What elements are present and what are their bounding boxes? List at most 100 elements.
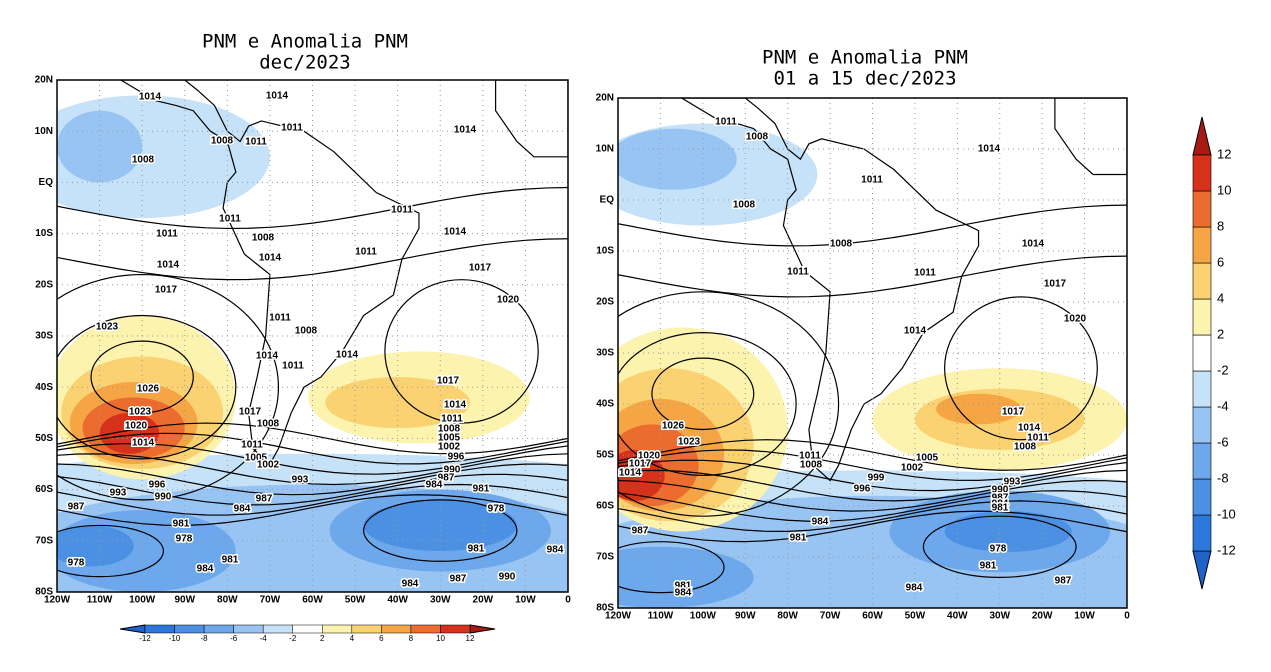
contour-label: 1014 — [619, 468, 642, 479]
isobar — [57, 494, 568, 527]
colorbar-box — [262, 624, 293, 634]
contour-label: 1014 — [978, 144, 1001, 155]
map-panel — [57, 80, 568, 592]
isobar — [618, 449, 1127, 481]
lat-tick-label: 10N — [596, 144, 614, 155]
contour-label: 1002 — [257, 460, 280, 471]
colorbar-box — [440, 624, 471, 634]
isobar — [618, 541, 725, 594]
contour-label: 1023 — [129, 407, 152, 418]
lat-tick-label: EQ — [600, 195, 615, 206]
contour-label: 1011 — [861, 175, 883, 186]
contour-label: 1008 — [211, 136, 234, 147]
lat-tick-label: 10S — [35, 228, 53, 239]
isobar — [618, 500, 1127, 532]
colorbar-label: -6 — [1217, 434, 1229, 449]
contour-label: 981 — [992, 503, 1009, 514]
contour-label: 1008 — [257, 419, 280, 430]
colorbar-box — [1192, 262, 1212, 300]
isobar — [618, 510, 1127, 543]
anomaly-shade — [57, 110, 143, 183]
lon-tick-label: 50W — [345, 595, 366, 606]
contour-label: 981 — [222, 555, 239, 566]
isobar — [57, 314, 237, 460]
colorbar-box — [1192, 154, 1212, 192]
contour-label: 987 — [1055, 576, 1072, 587]
contour-label: 984 — [234, 504, 251, 515]
contour-label: 1008 — [438, 424, 461, 435]
map-title: PNM e Anomalia PNM — [762, 47, 968, 69]
lon-tick-label: 70W — [820, 611, 841, 622]
colorbar-box — [322, 624, 353, 634]
colorbar-label: 4 — [350, 634, 355, 643]
colorbar-end — [1192, 550, 1212, 590]
contour-label: 987 — [438, 473, 455, 484]
colorbar-end — [469, 624, 496, 634]
colorbar-label: 12 — [1217, 146, 1231, 161]
contour-label: 978 — [990, 544, 1007, 555]
lat-tick-label: 50S — [596, 450, 614, 461]
contour-label: 990 — [155, 492, 172, 503]
contour-label: 1014 — [904, 326, 927, 337]
contour-label: 993 — [1004, 477, 1021, 488]
isobar — [90, 340, 194, 414]
colorbar-box — [351, 624, 382, 634]
contour-label: 1011 — [355, 247, 377, 258]
contour-label: 978 — [488, 504, 505, 515]
lat-tick-label: 20S — [596, 297, 614, 308]
contour-label: 1011 — [156, 229, 178, 240]
contour-label: 1011 — [282, 361, 304, 372]
contour-label: 1011 — [241, 440, 263, 451]
contour-label: 1014 — [256, 351, 279, 362]
contour-label: 1011 — [914, 268, 936, 279]
map-title: dec/2023 — [259, 52, 351, 74]
colorbar-box — [174, 624, 205, 634]
lat-tick-label: 20S — [35, 279, 53, 290]
lon-tick-label: 10W — [515, 595, 536, 606]
contour-label: 996 — [854, 484, 871, 495]
lat-tick-label: 80S — [35, 587, 53, 598]
contour-label: 984 — [426, 480, 443, 491]
contour-label: 1014 — [1018, 423, 1041, 434]
contour-label: 1014 — [444, 400, 467, 411]
colorbar-label: -12 — [139, 634, 151, 643]
contour-label: 1002 — [901, 463, 924, 474]
contour-label: 1017 — [469, 263, 492, 274]
colorbar-label: -4 — [260, 634, 268, 643]
lon-tick-label: 40W — [387, 595, 408, 606]
isobar — [922, 515, 1077, 579]
lat-tick-label: EQ — [39, 177, 54, 188]
lon-tick-label: 30W — [430, 595, 451, 606]
lat-tick-label: 40S — [596, 399, 614, 410]
contour-label: 1014 — [336, 350, 359, 361]
coastline — [680, 98, 980, 482]
colorbar-box — [1192, 190, 1212, 228]
map-panel — [618, 98, 1127, 608]
contour-label: 1008 — [830, 239, 853, 250]
isobar — [651, 357, 755, 431]
contour-label: 996 — [149, 480, 166, 491]
lat-tick-label: 70S — [596, 552, 614, 563]
contour-label: 987 — [632, 526, 649, 537]
colorbar-label: 12 — [466, 634, 475, 643]
isobar — [57, 453, 568, 486]
anomaly-shade — [618, 128, 737, 190]
lon-tick-label: 0 — [565, 595, 571, 606]
contour-label: 978 — [176, 534, 193, 545]
contour-label: 981 — [790, 533, 807, 544]
contour-label: 1020 — [1064, 314, 1087, 325]
contour-label: 984 — [812, 517, 829, 528]
lon-tick-label: 20W — [1032, 611, 1053, 622]
lon-tick-label: 50W — [905, 611, 926, 622]
contour-label: 1005 — [916, 453, 939, 464]
lat-tick-label: 10S — [596, 246, 614, 257]
lon-tick-label: 120W — [44, 595, 71, 606]
contour-label: 984 — [547, 545, 564, 556]
colorbar-label: 8 — [1217, 218, 1224, 233]
lon-tick-label: 60W — [302, 595, 323, 606]
lon-tick-label: 110W — [648, 611, 674, 622]
isobar — [618, 255, 1127, 298]
colorbar-box — [1192, 226, 1212, 264]
contour-label: 1008 — [252, 233, 275, 244]
